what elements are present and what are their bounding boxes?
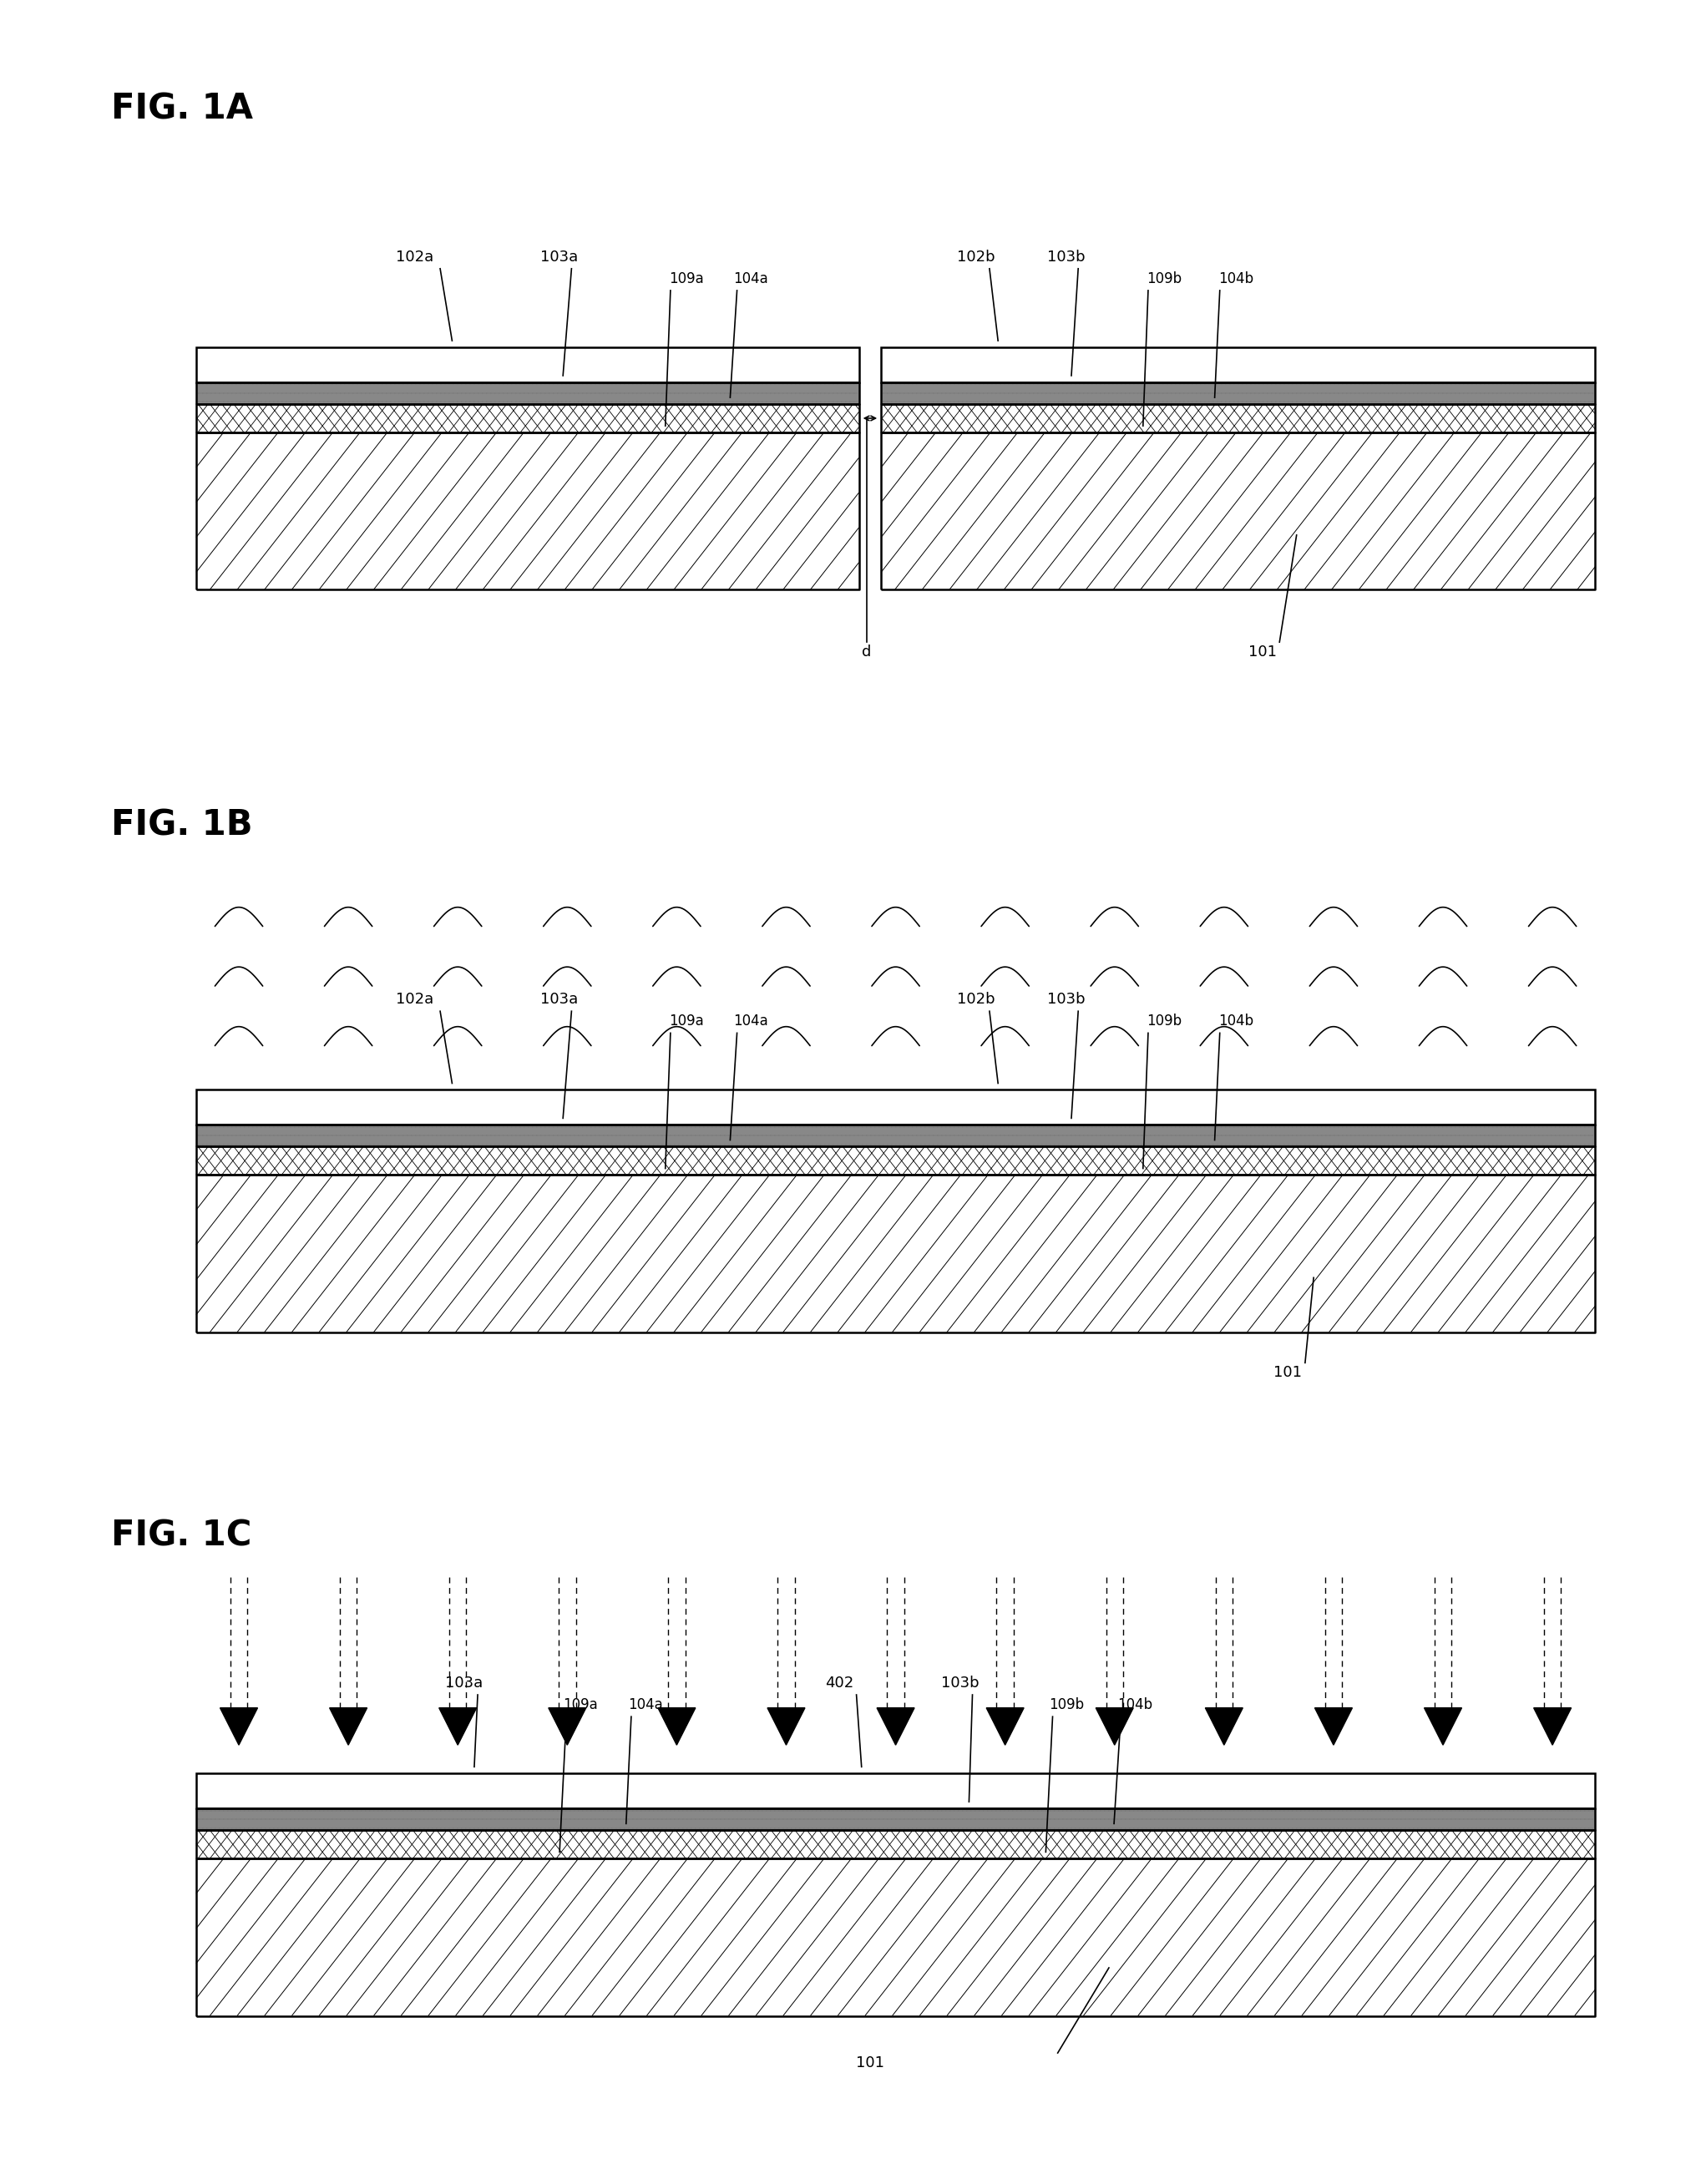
Bar: [196, 1125, 1595, 1147]
Text: 101: 101: [1274, 1365, 1302, 1380]
Bar: [196, 382, 860, 404]
Bar: [196, 404, 860, 432]
Polygon shape: [1204, 1708, 1244, 1745]
Text: 101: 101: [856, 2055, 884, 2070]
Bar: [196, 1859, 1595, 2016]
Text: 104a: 104a: [628, 1697, 662, 1712]
Text: 402: 402: [826, 1675, 853, 1690]
Text: 109b: 109b: [1146, 1013, 1182, 1029]
Text: 104b: 104b: [1218, 1013, 1254, 1029]
Polygon shape: [549, 1708, 587, 1745]
Text: 102b: 102b: [957, 992, 995, 1007]
Text: 104b: 104b: [1218, 271, 1254, 286]
Bar: [882, 382, 1595, 404]
Bar: [882, 432, 1595, 590]
Bar: [196, 347, 860, 382]
Text: 103a: 103a: [541, 992, 578, 1007]
Polygon shape: [1315, 1708, 1353, 1745]
Polygon shape: [877, 1708, 914, 1745]
Bar: [882, 347, 1595, 382]
Bar: [196, 432, 860, 590]
Text: 102a: 102a: [396, 992, 433, 1007]
Text: 104a: 104a: [734, 271, 768, 286]
Bar: [196, 1808, 1595, 1830]
Polygon shape: [986, 1708, 1024, 1745]
Text: 109a: 109a: [669, 271, 703, 286]
Text: 109a: 109a: [669, 1013, 703, 1029]
Text: FIG. 1B: FIG. 1B: [111, 808, 252, 843]
Text: 109b: 109b: [1049, 1697, 1085, 1712]
Bar: [196, 1090, 1595, 1125]
Polygon shape: [659, 1708, 696, 1745]
Bar: [196, 1773, 1595, 1808]
Polygon shape: [1095, 1708, 1133, 1745]
Text: FIG. 1C: FIG. 1C: [111, 1518, 251, 1553]
Text: 103b: 103b: [942, 1675, 979, 1690]
Text: d: d: [862, 644, 872, 660]
Text: 101: 101: [1249, 644, 1276, 660]
Polygon shape: [1425, 1708, 1462, 1745]
Polygon shape: [220, 1708, 258, 1745]
Bar: [196, 1175, 1595, 1332]
Text: 103b: 103b: [1047, 249, 1085, 264]
Text: 109a: 109a: [563, 1697, 597, 1712]
Text: 104b: 104b: [1117, 1697, 1153, 1712]
Polygon shape: [1534, 1708, 1571, 1745]
Text: 103a: 103a: [445, 1675, 483, 1690]
Text: FIG. 1A: FIG. 1A: [111, 92, 252, 127]
Polygon shape: [329, 1708, 367, 1745]
Polygon shape: [438, 1708, 476, 1745]
Text: 102a: 102a: [396, 249, 433, 264]
Text: 104a: 104a: [734, 1013, 768, 1029]
Text: 109b: 109b: [1146, 271, 1182, 286]
Bar: [196, 1830, 1595, 1859]
Text: 102b: 102b: [957, 249, 995, 264]
Text: 103b: 103b: [1047, 992, 1085, 1007]
Bar: [196, 1147, 1595, 1175]
Polygon shape: [768, 1708, 805, 1745]
Bar: [882, 404, 1595, 432]
Text: 103a: 103a: [541, 249, 578, 264]
